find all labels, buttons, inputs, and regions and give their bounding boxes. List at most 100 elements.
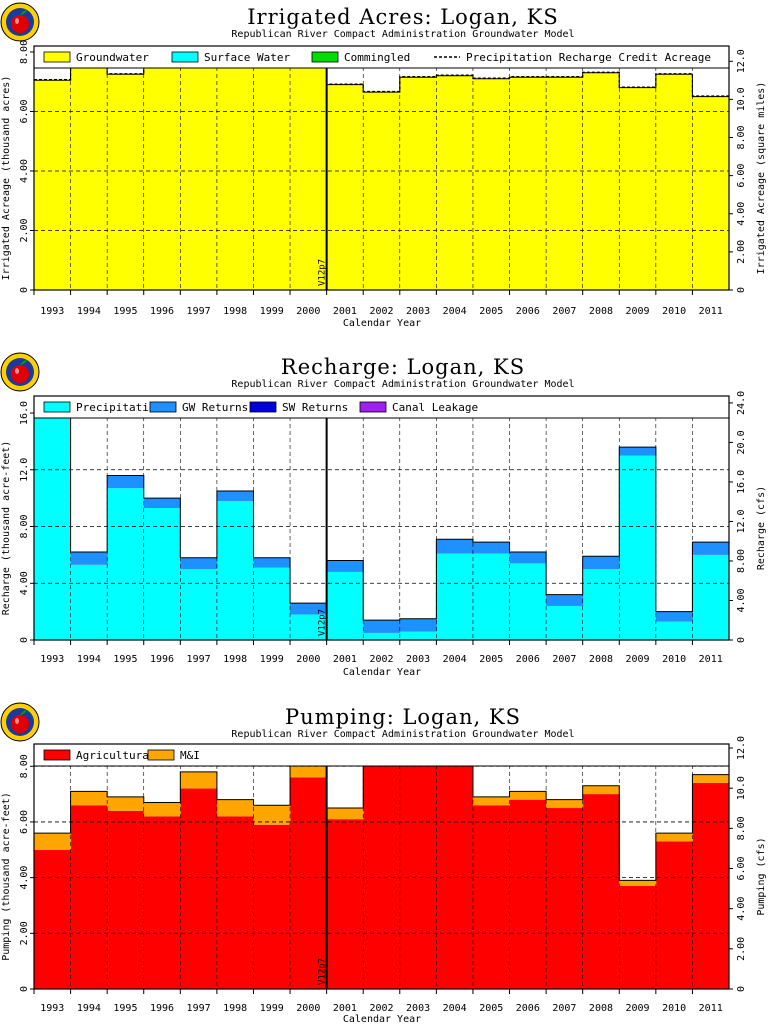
y2tick-label: 6.00 <box>736 856 747 880</box>
xtick-label: 2002 <box>369 654 393 665</box>
ytick-label: 16.0 <box>19 401 30 425</box>
bar-groundwater-1995 <box>107 74 145 290</box>
bar-agricultural-2000 <box>290 777 328 989</box>
ytick-label: 4.00 <box>19 571 30 595</box>
xtick-label: 1993 <box>40 654 64 665</box>
xtick-label: 2002 <box>369 306 393 317</box>
bar-groundwater-2001 <box>326 84 364 291</box>
bar-groundwater-1997 <box>180 60 218 290</box>
xtick-label: 2011 <box>699 654 723 665</box>
y2tick-label: 6.00 <box>736 164 747 188</box>
bar-m-i-1994 <box>70 791 108 806</box>
bar-gw-returns-2000 <box>290 603 328 615</box>
version-marker-label: V12p7 <box>318 259 328 286</box>
y2tick-label: 2.00 <box>736 937 747 961</box>
bar-m-i-1997 <box>180 771 218 789</box>
apple-logo-icon <box>0 352 40 392</box>
bar-precipitation-2002 <box>363 632 401 640</box>
y2tick-label: 4.00 <box>736 202 747 226</box>
bar-precipitation-2003 <box>399 631 437 640</box>
bar-agricultural-2001 <box>326 819 364 989</box>
ytick-label: 8.00 <box>19 754 30 778</box>
xtick-label: 1993 <box>40 306 64 317</box>
xtick-label: 2010 <box>662 654 686 665</box>
xtick-label: 1999 <box>260 654 284 665</box>
bar-agricultural-1994 <box>70 805 108 989</box>
bar-precipitation-1999 <box>253 567 291 640</box>
bar-m-i-2001 <box>326 808 364 820</box>
ytick-label: 0 <box>19 637 30 643</box>
bar-precipitation-2000 <box>290 614 328 640</box>
bar-precipitation-1995 <box>107 488 145 640</box>
x-axis-label: Calendar Year <box>343 667 421 678</box>
xtick-label: 2003 <box>406 306 430 317</box>
bar-m-i-2008 <box>582 785 620 795</box>
bar-groundwater-2002 <box>363 92 401 290</box>
y2tick-label: 12.0 <box>736 736 747 760</box>
legend-swatch <box>43 401 71 413</box>
bar-m-i-2009 <box>619 880 657 886</box>
bar-agricultural-2011 <box>692 782 730 989</box>
apple-logo-icon <box>0 702 40 742</box>
xtick-label: 1997 <box>187 1003 211 1014</box>
xtick-label: 2000 <box>296 306 320 317</box>
ytick-label: 6.00 <box>19 99 30 123</box>
bar-gw-returns-2011 <box>692 542 730 555</box>
xtick-label: 2005 <box>479 1003 503 1014</box>
bar-precipitation-1993 <box>34 410 72 640</box>
legend-label: M&I <box>180 749 200 762</box>
bar-precipitation-2006 <box>509 563 547 640</box>
bar-precipitation-2010 <box>655 621 693 640</box>
bar-m-i-2011 <box>692 774 730 783</box>
xtick-label: 2011 <box>699 1003 723 1014</box>
xtick-label: 1998 <box>223 1003 247 1014</box>
bar-agricultural-2010 <box>655 841 693 989</box>
xtick-label: 1995 <box>113 1003 137 1014</box>
ytick-label: 2.00 <box>19 921 30 945</box>
xtick-label: 1999 <box>260 306 284 317</box>
legend-swatch <box>147 749 175 761</box>
bar-groundwater-1996 <box>143 65 181 290</box>
bar-gw-returns-2004 <box>436 539 474 554</box>
plot-frame <box>33 45 730 291</box>
bar-m-i-1999 <box>253 805 291 825</box>
y2-axis-label: Recharge (cfs) <box>756 486 767 570</box>
ytick-label: 4.00 <box>19 159 30 183</box>
xtick-label: 2004 <box>443 306 467 317</box>
bar-gw-returns-1998 <box>216 491 254 501</box>
y2tick-label: 20.0 <box>736 430 747 454</box>
ytick-label: 6.00 <box>19 810 30 834</box>
ytick-label: 0 <box>19 986 30 992</box>
ytick-label: 8.00 <box>19 40 30 64</box>
bar-groundwater-2011 <box>692 96 730 291</box>
apple-logo-icon <box>0 2 40 42</box>
xtick-label: 1994 <box>77 1003 101 1014</box>
y2tick-label: 16.0 <box>736 470 747 494</box>
legend-swatch <box>249 401 277 413</box>
chart-subtitle: Republican River Compact Administration … <box>231 729 574 740</box>
bar-gw-returns-2002 <box>363 620 401 633</box>
y2tick-label: 10.0 <box>736 776 747 800</box>
y2tick-label: 2.00 <box>736 240 747 264</box>
bar-m-i-1993 <box>34 833 72 850</box>
bar-gw-returns-1994 <box>70 552 108 565</box>
xtick-label: 2007 <box>552 306 576 317</box>
xtick-label: 2002 <box>369 1003 393 1014</box>
y2tick-label: 0 <box>736 986 747 992</box>
bar-gw-returns-2010 <box>655 611 693 622</box>
version-marker-label: V12p7 <box>318 958 328 985</box>
xtick-label: 1995 <box>113 654 137 665</box>
bar-groundwater-2004 <box>436 75 474 290</box>
bar-agricultural-2006 <box>509 799 547 989</box>
bar-gw-returns-2009 <box>619 447 657 456</box>
bar-agricultural-1998 <box>216 816 254 989</box>
xtick-label: 2001 <box>333 1003 357 1014</box>
xtick-label: 1994 <box>77 654 101 665</box>
bar-agricultural-2007 <box>546 808 584 989</box>
bar-m-i-2010 <box>655 833 693 842</box>
legend-label: Canal Leakage <box>392 401 478 414</box>
bar-agricultural-1999 <box>253 824 291 989</box>
xtick-label: 1998 <box>223 654 247 665</box>
legend-label: Commingled <box>344 51 410 64</box>
y2tick-label: 8.00 <box>736 816 747 840</box>
